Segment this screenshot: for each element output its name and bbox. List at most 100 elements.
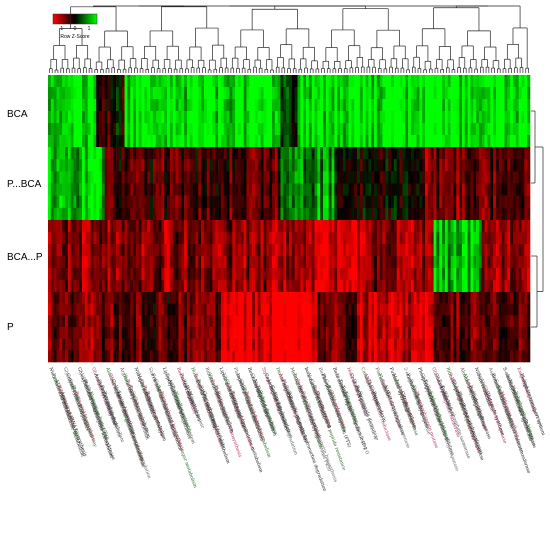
heatmap-cell xyxy=(306,256,310,269)
heatmap-cell xyxy=(413,147,417,160)
heatmap-cell xyxy=(467,87,471,100)
heatmap-cell xyxy=(422,327,426,339)
heatmap-cell xyxy=(90,232,94,245)
heatmap-cell xyxy=(422,183,426,196)
heatmap-cell xyxy=(223,123,227,136)
heatmap-cell xyxy=(48,220,52,233)
heatmap-cell xyxy=(362,123,366,136)
heatmap-cell xyxy=(186,87,191,100)
heatmap-cell xyxy=(320,183,324,196)
heatmap-cell xyxy=(405,171,409,184)
heatmap-cell xyxy=(70,75,74,88)
heatmap-cell xyxy=(425,183,429,196)
heatmap-cell xyxy=(130,220,134,233)
heatmap-cell xyxy=(374,195,378,209)
heatmap-cell xyxy=(107,315,111,328)
heatmap-cell xyxy=(408,195,412,209)
heatmap-cell xyxy=(379,87,383,100)
heatmap-cell xyxy=(175,315,179,328)
heatmap-cell xyxy=(127,135,131,148)
heatmap-cell xyxy=(101,338,106,351)
heatmap-cell xyxy=(164,244,168,257)
heatmap-cell xyxy=(470,338,474,351)
heatmap-cell xyxy=(348,195,352,209)
heatmap-cell xyxy=(76,75,80,88)
heatmap-cell xyxy=(422,315,426,328)
heatmap-cell xyxy=(138,232,142,245)
heatmap-cell xyxy=(110,99,114,112)
heatmap-cell xyxy=(300,99,304,112)
heatmap-cell xyxy=(493,147,497,160)
heatmap-cell xyxy=(192,87,196,100)
heatmap-cell xyxy=(490,99,494,112)
heatmap-cell xyxy=(374,111,378,124)
heatmap-cell xyxy=(82,87,86,100)
heatmap-cell xyxy=(425,87,429,100)
heatmap-cell xyxy=(280,123,284,136)
heatmap-cell xyxy=(246,135,250,148)
heatmap-cell xyxy=(473,303,477,316)
heatmap-cell xyxy=(118,99,123,112)
heatmap-cell xyxy=(495,159,500,172)
heatmap-cell xyxy=(359,123,364,136)
heatmap-cell xyxy=(399,220,403,233)
heatmap-cell xyxy=(133,147,137,160)
heatmap-cell xyxy=(135,327,140,339)
heatmap-cell xyxy=(402,111,406,124)
heatmap-cell xyxy=(90,171,94,184)
heatmap-cell xyxy=(240,244,244,257)
heatmap-cell xyxy=(59,123,63,136)
heatmap-cell xyxy=(490,207,494,221)
heatmap-cell xyxy=(393,159,398,172)
heatmap-cell xyxy=(481,315,485,328)
heatmap-cell xyxy=(192,220,196,233)
heatmap-cell xyxy=(240,147,244,160)
heatmap-cell xyxy=(314,327,318,339)
heatmap-cell xyxy=(254,171,259,184)
heatmap-cell xyxy=(325,256,329,269)
heatmap-cell xyxy=(379,338,383,351)
heatmap-cell xyxy=(198,159,202,172)
heatmap-cell xyxy=(286,268,290,281)
heatmap-cell xyxy=(203,87,208,100)
heatmap-cell xyxy=(291,207,295,221)
heatmap-cell xyxy=(212,87,216,100)
heatmap-cell xyxy=(348,75,352,88)
heatmap-cell xyxy=(527,87,531,100)
heatmap-cell xyxy=(300,292,304,304)
heatmap-cell xyxy=(456,171,460,184)
heatmap-cell xyxy=(473,327,477,339)
heatmap-cell xyxy=(376,280,381,293)
heatmap-cell xyxy=(73,183,77,196)
heatmap-cell xyxy=(504,244,508,257)
heatmap-cell xyxy=(473,195,477,209)
heatmap-cell xyxy=(422,171,426,184)
heatmap-cell xyxy=(135,292,140,304)
heatmap-cell xyxy=(515,315,519,328)
heatmap-cell xyxy=(107,123,111,136)
heatmap-cell xyxy=(393,292,398,304)
heatmap-cell xyxy=(478,315,483,328)
heatmap-cell xyxy=(410,350,415,363)
heatmap-cell xyxy=(195,147,199,160)
heatmap-cell xyxy=(388,220,392,233)
heatmap-cell xyxy=(413,327,417,339)
heatmap-cell xyxy=(206,183,210,196)
heatmap-cell xyxy=(410,111,415,124)
heatmap-cell xyxy=(280,147,284,160)
heatmap-cell xyxy=(399,135,403,148)
heatmap-cell xyxy=(70,135,74,148)
heatmap-cell xyxy=(291,315,295,328)
heatmap-cell xyxy=(249,87,253,100)
heatmap-cell xyxy=(334,338,338,351)
heatmap-cell xyxy=(289,207,293,221)
heatmap-cell xyxy=(87,159,91,172)
heatmap-cell xyxy=(198,280,202,293)
heatmap-cell xyxy=(419,207,423,221)
heatmap-cell xyxy=(393,327,398,339)
heatmap-cell xyxy=(501,268,505,281)
heatmap-cell xyxy=(218,256,222,269)
heatmap-cell xyxy=(198,99,202,112)
heatmap-cell xyxy=(266,315,270,328)
heatmap-cell xyxy=(138,220,142,233)
